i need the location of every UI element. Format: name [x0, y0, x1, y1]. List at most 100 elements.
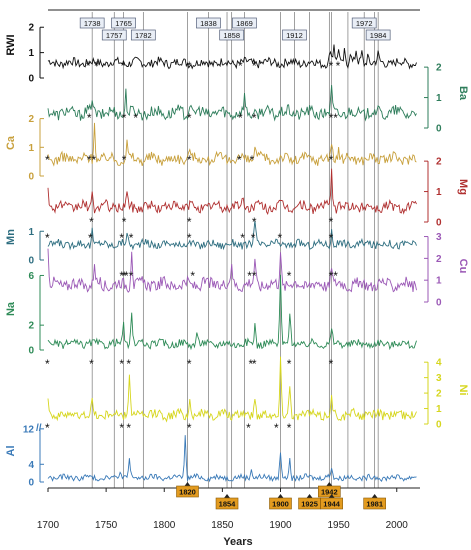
event-badge-label: 1900	[272, 500, 289, 509]
event-star: *	[333, 111, 338, 125]
y-tick-label-na: 0	[28, 346, 34, 357]
event-star: *	[187, 231, 192, 245]
event-star: *	[278, 231, 283, 245]
event-star: *	[187, 357, 192, 371]
event-star: *	[122, 269, 127, 283]
event-star: *	[252, 59, 257, 73]
event-star: *	[246, 421, 251, 435]
y-tick-label-al: 4	[28, 460, 34, 471]
event-star: *	[89, 215, 94, 229]
series-line-ca	[47, 122, 417, 167]
event-star: *	[287, 357, 292, 371]
event-star: *	[238, 111, 243, 125]
event-star: *	[119, 421, 124, 435]
event-star: *	[119, 357, 124, 371]
x-tick-label: 1950	[328, 520, 351, 531]
event-star: *	[119, 269, 124, 283]
rwi-year-label: 1757	[106, 31, 123, 40]
event-star: *	[187, 59, 192, 73]
event-star: *	[88, 231, 93, 245]
series-line-ni	[47, 356, 417, 423]
rwi-year-label: 1984	[370, 31, 387, 40]
event-star: *	[45, 421, 50, 435]
event-star: *	[333, 269, 338, 283]
series-label-ba: Ba	[457, 86, 469, 101]
event-star: *	[252, 215, 257, 229]
x-tick-label: 1700	[37, 520, 60, 531]
event-badge-1981	[363, 497, 386, 510]
event-star: *	[87, 153, 92, 167]
series-label-al: Al	[5, 446, 17, 457]
rwi-year-box-1757	[101, 29, 127, 41]
event-star: *	[251, 231, 256, 245]
labels-layer: 012RWI1738175717651782183818581869191219…	[5, 17, 469, 531]
event-star: *	[250, 153, 255, 167]
y-tick-label-ni: 4	[436, 358, 442, 369]
event-star: *	[122, 215, 127, 229]
y-tick-label-mg: 1	[436, 187, 442, 198]
rwi-year-box-1782	[130, 29, 156, 41]
rwi-year-label: 1782	[135, 31, 152, 40]
event-arrow	[371, 494, 378, 498]
event-badge-label: 1820	[179, 488, 196, 497]
event-lines	[91, 12, 379, 488]
event-badge-label: 1981	[366, 500, 383, 509]
event-star: *	[122, 111, 127, 125]
y-tick-label-cu: 2	[436, 254, 442, 265]
event-badge-1942	[318, 485, 341, 498]
event-badge-1944	[320, 497, 343, 510]
series-label-na: Na	[5, 301, 17, 316]
x-tick-label: 1750	[95, 520, 118, 531]
series-line-mn	[47, 220, 417, 251]
rwi-year-label: 1858	[223, 31, 240, 40]
event-star: *	[240, 231, 245, 245]
event-star: *	[190, 269, 195, 283]
event-badge-1854	[215, 497, 239, 510]
series-line-cu	[47, 248, 417, 293]
rwi-year-label: 1972	[356, 19, 373, 28]
series-label-mg: Mg	[457, 179, 469, 195]
event-badge-label: 1854	[219, 500, 237, 509]
event-arrow	[306, 494, 313, 498]
series-line-ba	[47, 84, 417, 122]
event-star: *	[274, 421, 279, 435]
event-star: *	[121, 59, 126, 73]
y-tick-label-mn: 1	[28, 227, 34, 238]
event-star: *	[94, 59, 99, 73]
y-tick-label-ca: 1	[28, 143, 34, 154]
y-tick-label-ni: 0	[436, 420, 442, 431]
rwi-year-label: 1765	[115, 19, 132, 28]
rwi-year-box-1738	[79, 17, 105, 29]
y-tick-label-ni: 1	[436, 404, 442, 415]
rwi-year-box-1869	[232, 17, 257, 29]
y-tick-label-mg: 0	[436, 218, 442, 229]
event-star: *	[124, 269, 129, 283]
series-label-ni: Ni	[457, 385, 469, 396]
y-tick-label-rwi: 1	[28, 48, 34, 59]
series-line-na	[47, 274, 417, 351]
event-star: *	[86, 59, 91, 73]
x-axis-title: Years	[223, 536, 252, 548]
y-tick-label-ba: 2	[436, 63, 442, 74]
event-star: *	[89, 357, 94, 371]
rwi-year-box-1984	[365, 29, 391, 41]
rwi-year-label: 1869	[236, 19, 253, 28]
series-line-rwi	[47, 44, 417, 70]
y-tick-label-ca: 0	[28, 172, 34, 183]
series-line-al	[47, 435, 417, 483]
event-arrow	[326, 482, 333, 486]
x-tick-label: 1800	[153, 520, 176, 531]
y-tick-label-na: 6	[28, 271, 34, 282]
event-star: *	[238, 59, 243, 73]
y-tick-label-ni: 3	[436, 373, 442, 384]
y-tick-label-cu: 1	[436, 276, 442, 287]
event-star: *	[122, 153, 127, 167]
event-star: *	[126, 357, 131, 371]
event-star: *	[237, 153, 242, 167]
event-arrow	[277, 494, 284, 498]
event-badge-label: 1942	[321, 488, 338, 497]
y-tick-label-al: 12	[23, 424, 35, 435]
event-arrow	[224, 494, 231, 498]
y-tick-label-mg: 2	[436, 157, 442, 168]
